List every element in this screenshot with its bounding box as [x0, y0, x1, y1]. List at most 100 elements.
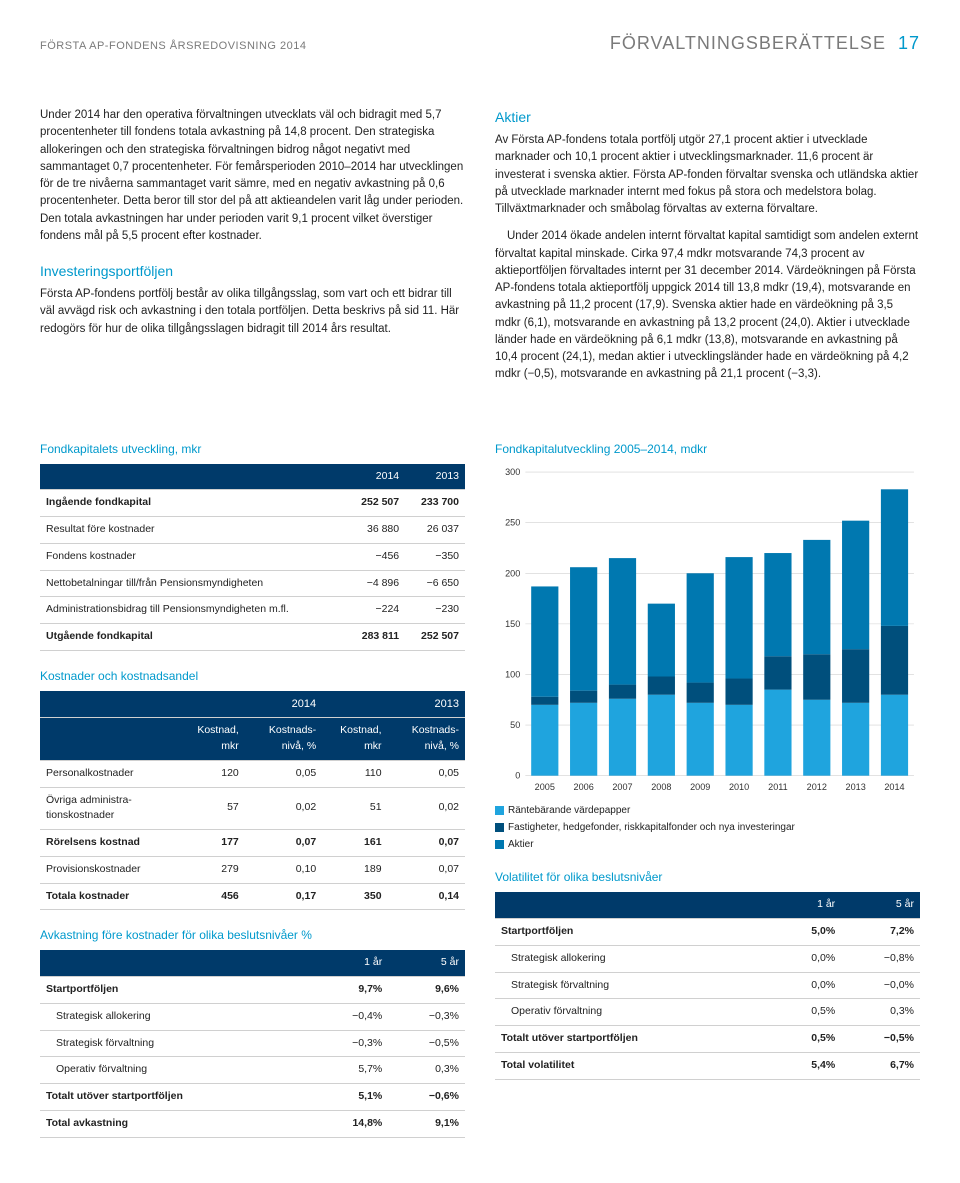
table-row: Strategisk allokering−0,4%−0,3% — [40, 1003, 465, 1030]
bar-segment — [725, 678, 752, 704]
doc-title: FÖRSTA AP-FONDENS ÅRSREDOVISNING 2014 — [40, 38, 306, 55]
svg-text:300: 300 — [505, 467, 520, 477]
cell-label: Ingående fondkapital — [40, 490, 345, 517]
table-row: Operativ förvaltning5,7%0,3% — [40, 1057, 465, 1084]
th: 2013 — [322, 691, 465, 718]
table-row: Övriga administra­tionskostnader570,0251… — [40, 787, 465, 830]
table-row: Total volatilitet5,4%6,7% — [495, 1052, 920, 1079]
cell: 110 — [322, 760, 387, 787]
bar-segment — [570, 690, 597, 702]
th: Kostnads­nivå, % — [388, 718, 465, 761]
cell-label: Startportföljen — [495, 919, 774, 946]
cell-label: Strategisk förvaltning — [40, 1030, 312, 1057]
bar-segment — [570, 567, 597, 690]
cell-label: Strategisk allokering — [40, 1003, 312, 1030]
table-kostnader: 2014 2013 Kostnad, mkr Kostnads­nivå, % … — [40, 691, 465, 911]
cell: 0,17 — [245, 883, 322, 910]
th: 5 år — [841, 892, 920, 918]
table-row: Administrationsbidrag till Pensions­mynd… — [40, 597, 465, 624]
table1-title: Fondkapitalets utveckling, mkr — [40, 440, 465, 458]
chart-title: Fondkapitalutveckling 2005–2014, mdkr — [495, 440, 920, 458]
table-row: Personalkostnader1200,051100,05 — [40, 760, 465, 787]
chart-svg: 0501001502002503002005200620072008200920… — [495, 464, 920, 798]
table-row: Startportföljen5,0%7,2% — [495, 919, 920, 946]
cell-label: Resultat före kostnader — [40, 517, 345, 544]
table-row: Ingående fondkapital252 507233 700 — [40, 490, 465, 517]
bar-segment — [531, 586, 558, 696]
th: 1 år — [312, 950, 389, 976]
cell: 0,3% — [841, 999, 920, 1026]
table-row: Nettobetalningar till/från Pensions­mynd… — [40, 570, 465, 597]
chart-legend: Räntebärande värdepapperFastigheter, hed… — [495, 803, 920, 852]
cell: 5,0% — [774, 919, 841, 946]
bar-segment — [803, 699, 830, 775]
table-row: Total avkastning14,8%9,1% — [40, 1110, 465, 1137]
th: 2014 — [179, 691, 322, 718]
bar-segment — [842, 702, 869, 775]
cell-label: Fondens kostnader — [40, 543, 345, 570]
bar-segment — [803, 539, 830, 653]
bar-segment — [648, 676, 675, 694]
table-row: 2014 2013 — [40, 691, 465, 718]
svg-text:2006: 2006 — [574, 781, 594, 791]
bar-segment — [648, 603, 675, 676]
cell: 36 880 — [345, 517, 405, 544]
th — [40, 950, 312, 976]
cell: 5,7% — [312, 1057, 389, 1084]
svg-text:2009: 2009 — [690, 781, 710, 791]
cell: 0,5% — [774, 999, 841, 1026]
table4-title: Volatilitet för olika beslutsnivåer — [495, 868, 920, 886]
bar-segment — [687, 573, 714, 682]
table-row: Strategisk förvaltning0,0%−0,0% — [495, 972, 920, 999]
cell: −224 — [345, 597, 405, 624]
cell: −0,0% — [841, 972, 920, 999]
cell: −0,5% — [388, 1030, 465, 1057]
cell: −0,3% — [312, 1030, 389, 1057]
legend-label: Fastigheter, hedgefonder, riskkapitalfon… — [508, 820, 795, 835]
table3-title: Avkastning före kostnader för olika besl… — [40, 926, 465, 944]
bar-segment — [609, 558, 636, 684]
table-row: 1 år 5 år — [495, 892, 920, 918]
cell: 279 — [179, 856, 244, 883]
table-row: Operativ förvaltning0,5%0,3% — [495, 999, 920, 1026]
cell: 252 507 — [345, 490, 405, 517]
table-row: Totala kostnader4560,173500,14 — [40, 883, 465, 910]
cell: 0,3% — [388, 1057, 465, 1084]
cell: 350 — [322, 883, 387, 910]
cell: 0,07 — [388, 830, 465, 857]
cell: 252 507 — [405, 624, 465, 651]
cell: 177 — [179, 830, 244, 857]
bar-segment — [531, 704, 558, 775]
cell: 51 — [322, 787, 387, 830]
bar-segment — [531, 696, 558, 704]
table-row: Totalt utöver startportföljen0,5%−0,5% — [495, 1026, 920, 1053]
th: Kostnad, mkr — [179, 718, 244, 761]
svg-text:2012: 2012 — [807, 781, 827, 791]
bar-segment — [764, 656, 791, 689]
svg-text:2013: 2013 — [846, 781, 866, 791]
th: Kostnads­nivå, % — [245, 718, 322, 761]
tables-left: Fondkapitalets utveckling, mkr 2014 2013… — [40, 424, 465, 1138]
cell: −0,5% — [841, 1026, 920, 1053]
svg-text:250: 250 — [505, 517, 520, 527]
cell-label: Personalkostnader — [40, 760, 179, 787]
cell: −0,6% — [388, 1084, 465, 1111]
cell: 9,7% — [312, 977, 389, 1004]
cell: −456 — [345, 543, 405, 570]
svg-text:2014: 2014 — [884, 781, 904, 791]
bar-segment — [842, 520, 869, 649]
table-row: Strategisk förvaltning−0,3%−0,5% — [40, 1030, 465, 1057]
cell: 5,1% — [312, 1084, 389, 1111]
th: 2014 — [345, 464, 405, 490]
aktier-p1: Av Första AP-fondens totala portfölj utg… — [495, 132, 920, 218]
svg-text:200: 200 — [505, 568, 520, 578]
bar-segment — [687, 702, 714, 775]
bar-segment — [881, 489, 908, 626]
svg-text:2005: 2005 — [535, 781, 555, 791]
cell: −350 — [405, 543, 465, 570]
legend-swatch — [495, 806, 504, 815]
cell: 233 700 — [405, 490, 465, 517]
cell-label: Totalt utöver startportföljen — [495, 1026, 774, 1053]
th: Kostnad, mkr — [322, 718, 387, 761]
bar-segment — [648, 694, 675, 775]
